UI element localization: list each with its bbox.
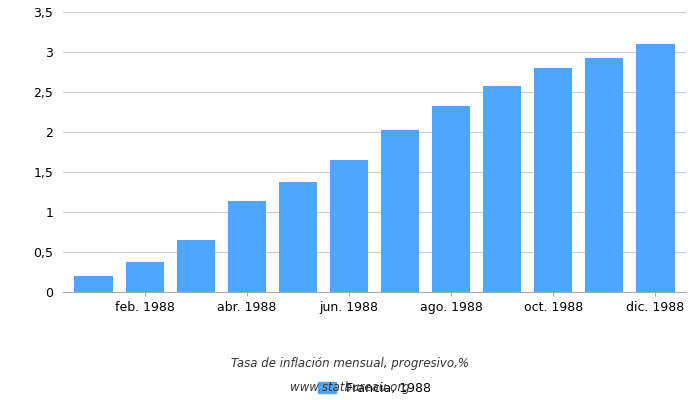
Bar	[176, 240, 215, 292]
Text: www.statbureau.org: www.statbureau.org	[290, 382, 410, 394]
Bar	[534, 68, 573, 292]
Bar	[279, 182, 317, 292]
Bar	[125, 262, 164, 292]
Text: Tasa de inflación mensual, progresivo,%: Tasa de inflación mensual, progresivo,%	[231, 358, 469, 370]
Legend: Francia, 1988: Francia, 1988	[313, 377, 436, 400]
Bar	[381, 130, 419, 292]
Bar	[330, 160, 368, 292]
Bar	[228, 201, 266, 292]
Bar	[483, 86, 522, 292]
Bar	[432, 106, 470, 292]
Bar	[74, 276, 113, 292]
Bar	[636, 44, 675, 292]
Bar	[585, 58, 624, 292]
